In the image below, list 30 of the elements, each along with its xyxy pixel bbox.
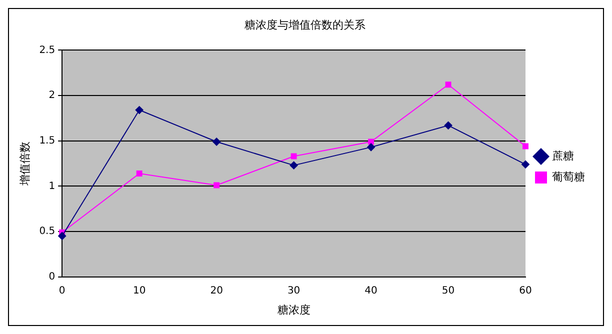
x-tick-label: 20	[210, 285, 223, 296]
x-tick-label: 0	[58, 285, 66, 296]
point	[58, 232, 66, 240]
point	[367, 143, 376, 152]
point	[135, 106, 144, 114]
x-tick-label: 60	[519, 285, 532, 296]
chart-title: 糖浓度与增值倍数的关系	[244, 18, 366, 32]
legend-label: 葡萄糖	[552, 170, 585, 184]
y-tick-label: 1.5	[39, 135, 56, 146]
point	[290, 161, 298, 170]
point	[290, 153, 297, 160]
y-tick-label: 2	[48, 90, 56, 102]
y-tick-label: 0	[48, 271, 56, 282]
point	[214, 182, 220, 188]
y-axis-title: 增值倍数	[18, 142, 32, 186]
x-axis-title: 糖浓度	[277, 303, 310, 316]
x-tick-label: 10	[132, 285, 146, 296]
x-tick-label: 30	[287, 285, 300, 296]
y-tick-label: 1	[48, 180, 56, 192]
point	[212, 138, 221, 146]
point	[445, 82, 452, 88]
x-tick-label: 50	[442, 285, 455, 296]
y-tick-label: 0.5	[39, 226, 56, 238]
point	[444, 121, 452, 130]
x-tick-label: 40	[364, 285, 378, 296]
legend-label: 蔗糖	[552, 149, 574, 162]
point	[522, 160, 530, 168]
point	[136, 170, 142, 176]
y-tick-label: 2.5	[39, 44, 56, 56]
point	[522, 143, 528, 150]
